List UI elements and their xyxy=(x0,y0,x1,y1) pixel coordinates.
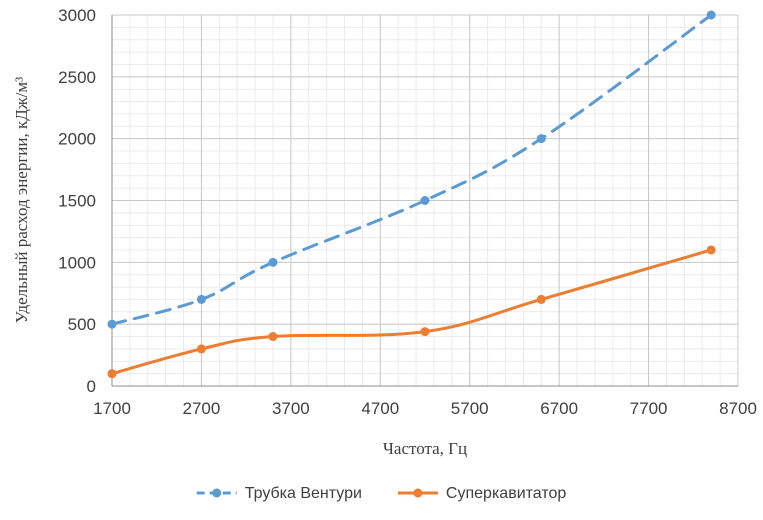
legend: Трубка Вентури Суперкавитатор xyxy=(196,485,566,502)
x-tick-label: 8700 xyxy=(719,399,757,418)
data-point-series-1 xyxy=(706,245,716,255)
data-point-series-0 xyxy=(268,257,278,267)
x-axis-title: Частота, Гц xyxy=(383,439,467,458)
x-tick-label: 6700 xyxy=(540,399,578,418)
legend-marker-1 xyxy=(413,488,423,498)
tick-labels: 1700 2700 3700 4700 5700 6700 7700 8700 0 500 1000… xyxy=(58,6,757,418)
data-point-series-0 xyxy=(196,294,206,304)
y-tick-label: 500 xyxy=(68,315,96,334)
legend-label-0: Трубка Вентури xyxy=(245,485,362,502)
legend-label-1: Суперкавитатор xyxy=(446,485,566,502)
legend-marker-0 xyxy=(212,488,222,498)
x-tick-label: 3700 xyxy=(272,399,310,418)
x-tick-label: 2700 xyxy=(183,399,221,418)
y-tick-label: 2500 xyxy=(58,68,96,87)
x-tick-label: 7700 xyxy=(630,399,668,418)
data-point-series-1 xyxy=(420,327,430,337)
y-tick-label: 0 xyxy=(87,377,96,396)
y-tick-label: 1000 xyxy=(58,253,96,272)
data-point-series-0 xyxy=(420,196,430,205)
data-point-series-0 xyxy=(706,10,716,20)
series-layer xyxy=(107,10,716,379)
data-point-series-0 xyxy=(536,134,546,144)
data-point-series-0 xyxy=(107,319,117,329)
y-axis-title: Удельный расход энергии, кДж/м³ xyxy=(12,77,31,323)
x-tick-label: 1700 xyxy=(93,399,131,418)
major-gridlines xyxy=(111,14,739,387)
y-tick-label: 3000 xyxy=(58,6,96,25)
data-point-series-1 xyxy=(536,294,546,304)
data-point-series-1 xyxy=(196,344,206,354)
data-point-series-1 xyxy=(268,332,278,342)
x-tick-label: 5700 xyxy=(451,399,489,418)
y-tick-label: 1500 xyxy=(58,192,96,211)
y-tick-label: 2000 xyxy=(58,130,96,149)
x-tick-label: 4700 xyxy=(361,399,399,418)
data-point-series-1 xyxy=(107,369,117,379)
